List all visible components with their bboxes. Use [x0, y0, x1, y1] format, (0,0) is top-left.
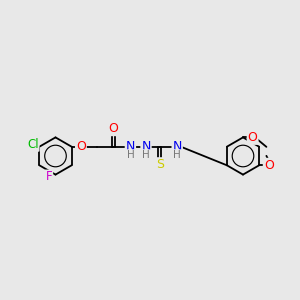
Text: Cl: Cl — [27, 138, 39, 151]
Text: F: F — [46, 170, 52, 184]
Text: S: S — [156, 158, 164, 171]
Text: O: O — [76, 140, 86, 153]
Text: N: N — [141, 140, 151, 153]
Text: H: H — [127, 150, 134, 160]
Text: H: H — [142, 150, 150, 160]
Text: O: O — [264, 159, 274, 172]
Text: N: N — [126, 140, 135, 153]
Text: H: H — [173, 150, 181, 160]
Text: O: O — [248, 131, 257, 144]
Text: N: N — [172, 140, 182, 153]
Text: O: O — [108, 122, 118, 135]
